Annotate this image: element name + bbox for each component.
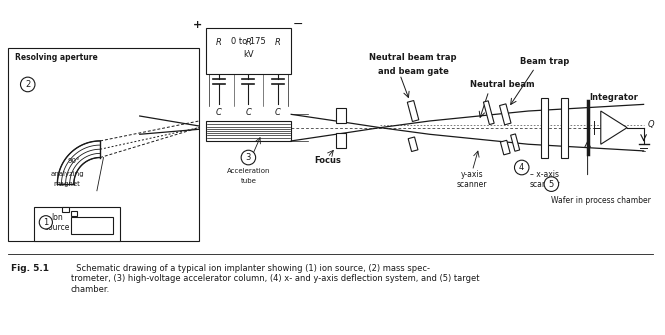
- Text: Ion: Ion: [51, 213, 63, 222]
- Text: 4: 4: [519, 163, 525, 172]
- Polygon shape: [600, 111, 627, 144]
- Text: R: R: [275, 39, 281, 48]
- Text: 3: 3: [245, 153, 251, 162]
- Text: Beam trap: Beam trap: [520, 57, 569, 66]
- Text: C: C: [245, 108, 251, 117]
- Text: R: R: [216, 39, 221, 48]
- Text: 2: 2: [25, 80, 31, 89]
- Circle shape: [21, 77, 35, 92]
- Text: scanner: scanner: [457, 180, 487, 189]
- Text: kV: kV: [243, 50, 254, 59]
- Text: scanner: scanner: [529, 180, 560, 189]
- Polygon shape: [511, 134, 519, 151]
- Text: Fig. 5.1: Fig. 5.1: [11, 264, 49, 273]
- Text: 0 to 175: 0 to 175: [231, 37, 266, 46]
- Bar: [561, 98, 568, 157]
- Text: C: C: [275, 108, 281, 117]
- Bar: [541, 98, 548, 157]
- Polygon shape: [408, 100, 419, 122]
- Bar: [35, 207, 120, 241]
- Text: y-axis: y-axis: [461, 170, 483, 179]
- Text: source: source: [45, 223, 70, 232]
- Polygon shape: [499, 104, 511, 125]
- Text: magnet: magnet: [54, 181, 80, 187]
- Text: Resolving aperture: Resolving aperture: [15, 53, 97, 62]
- Bar: [336, 108, 346, 123]
- Text: +: +: [602, 123, 608, 129]
- Text: 1: 1: [43, 218, 49, 227]
- Bar: [205, 121, 291, 141]
- Text: Focus: Focus: [314, 156, 341, 165]
- Text: Neutral beam trap: Neutral beam trap: [369, 53, 457, 62]
- Text: Wafer in process chamber: Wafer in process chamber: [551, 196, 651, 205]
- Text: C: C: [216, 108, 221, 117]
- Text: Integrator: Integrator: [589, 93, 638, 102]
- Text: and beam gate: and beam gate: [378, 67, 448, 76]
- Bar: [336, 133, 346, 147]
- Text: +: +: [193, 20, 202, 29]
- Text: $Q$: $Q$: [647, 118, 655, 130]
- Circle shape: [39, 216, 53, 229]
- Text: Schematic drawing of a typical ion implanter showing (1) ion source, (2) mass sp: Schematic drawing of a typical ion impla…: [70, 264, 479, 294]
- Bar: [70, 211, 77, 216]
- Text: – x-axis: – x-axis: [530, 170, 559, 179]
- Text: tube: tube: [241, 178, 256, 184]
- Text: 90°: 90°: [68, 158, 80, 164]
- Text: −: −: [293, 18, 303, 31]
- Circle shape: [241, 150, 255, 165]
- Text: +25 kV: +25 kV: [79, 223, 105, 229]
- Circle shape: [544, 177, 559, 191]
- Polygon shape: [483, 101, 494, 125]
- Bar: [70, 217, 113, 234]
- Bar: [8, 48, 199, 241]
- Bar: [63, 207, 69, 212]
- Circle shape: [515, 160, 529, 175]
- Text: 5: 5: [549, 180, 554, 189]
- Polygon shape: [408, 137, 418, 151]
- Polygon shape: [500, 140, 510, 155]
- Text: R: R: [245, 39, 251, 48]
- Text: Acceleration: Acceleration: [227, 168, 270, 174]
- Text: analyzing: analyzing: [51, 171, 84, 177]
- Bar: [205, 28, 291, 74]
- Text: Neutral beam: Neutral beam: [469, 80, 534, 89]
